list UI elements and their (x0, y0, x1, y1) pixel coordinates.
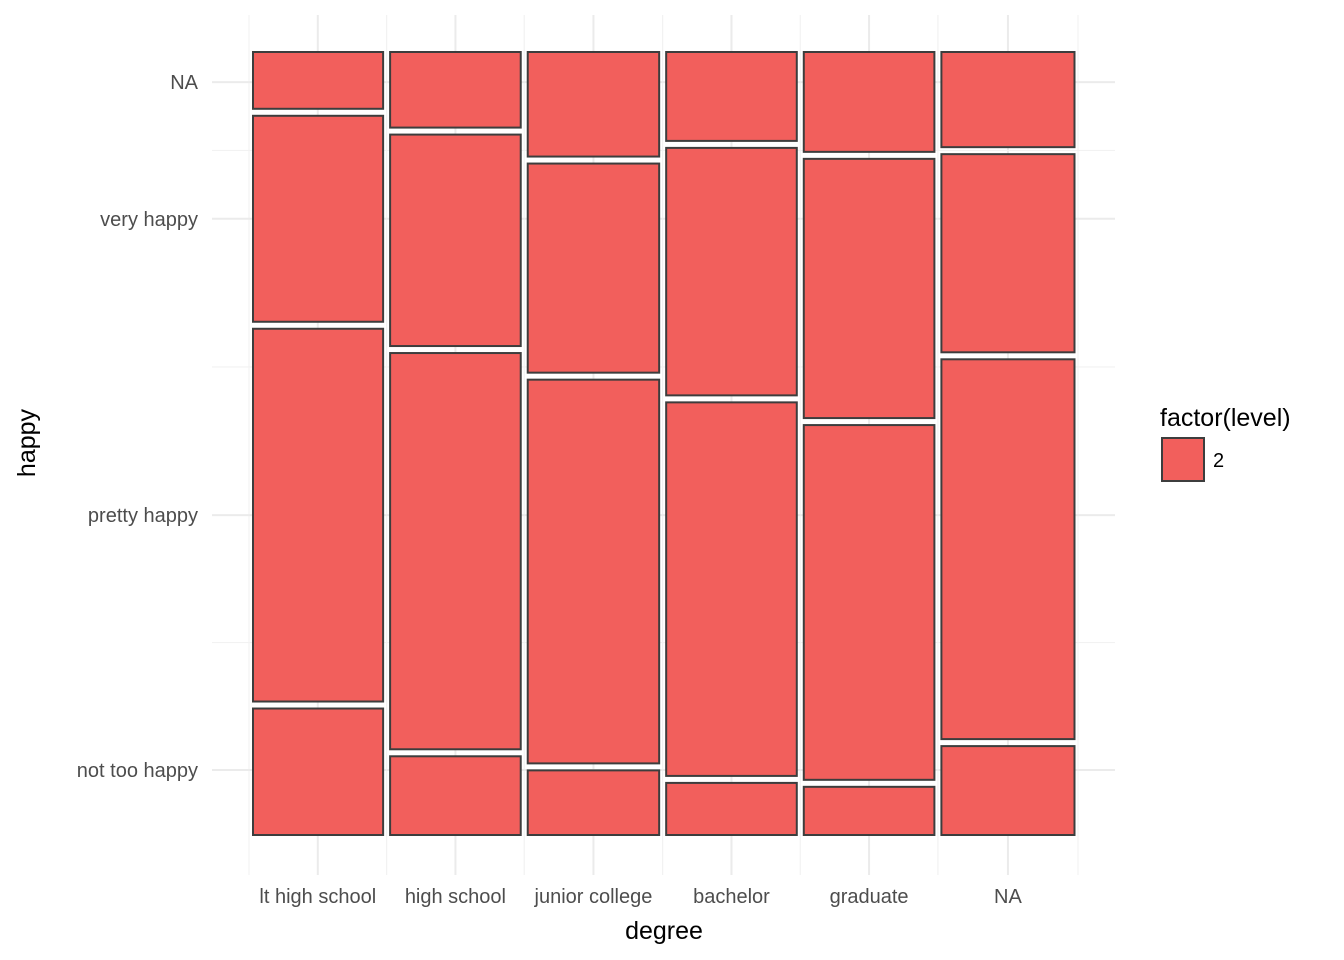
tile-lt-high-school-na (252, 51, 385, 110)
tile-bachelor-not-too-happy (665, 781, 798, 836)
tile-lt-high-school-pretty-happy (252, 327, 385, 703)
tile-high-school-not-too-happy (389, 755, 522, 836)
y-tick-label-na: NA (170, 72, 198, 94)
y-tick-label-not-too-happy: not too happy (77, 760, 198, 782)
tile-na-not-too-happy (940, 745, 1076, 837)
tile-high-school-pretty-happy (389, 352, 522, 751)
legend-label: 2 (1213, 450, 1224, 472)
tile-bachelor-pretty-happy (665, 401, 798, 777)
tile-na-na (940, 51, 1076, 149)
y-axis-title: happy (13, 408, 41, 477)
tile-junior-college-very-happy (526, 162, 661, 374)
tile-junior-college-na (526, 51, 661, 158)
tile-graduate-na (802, 51, 936, 153)
legend: factor(level) 2 (1160, 404, 1291, 482)
legend-key (1161, 437, 1205, 482)
x-tick-label-high-school: high school (405, 886, 506, 908)
y-tick-label-pretty-happy: pretty happy (88, 505, 198, 527)
tile-graduate-not-too-happy (802, 785, 936, 837)
x-tick-labels: lt high school high school junior college b… (259, 886, 1022, 908)
y-tick-label-very-happy: very happy (100, 209, 198, 231)
tile-junior-college-not-too-happy (526, 769, 661, 837)
x-tick-label-na: NA (994, 886, 1022, 908)
x-tick-label-bachelor: bachelor (693, 886, 770, 908)
tile-lt-high-school-very-happy (252, 114, 385, 323)
tile-graduate-pretty-happy (802, 424, 936, 781)
tile-na-very-happy (940, 153, 1076, 354)
tile-na-pretty-happy (940, 358, 1076, 741)
x-tick-label-graduate: graduate (830, 886, 909, 908)
x-tick-label-lt-high-school: lt high school (259, 886, 376, 908)
tile-high-school-very-happy (389, 133, 522, 348)
tiles (252, 51, 1076, 837)
tile-graduate-very-happy (802, 157, 936, 420)
x-axis-title: degree (625, 917, 703, 945)
tile-bachelor-na (665, 51, 798, 142)
y-tick-labels: not too happy pretty happy very happy NA (77, 72, 199, 782)
tile-high-school-na (389, 51, 522, 129)
tile-lt-high-school-not-too-happy (252, 707, 385, 836)
tile-junior-college-pretty-happy (526, 378, 661, 765)
legend-title: factor(level) (1160, 404, 1291, 432)
x-tick-label-junior-college: junior college (534, 886, 653, 908)
tile-bachelor-very-happy (665, 146, 798, 397)
